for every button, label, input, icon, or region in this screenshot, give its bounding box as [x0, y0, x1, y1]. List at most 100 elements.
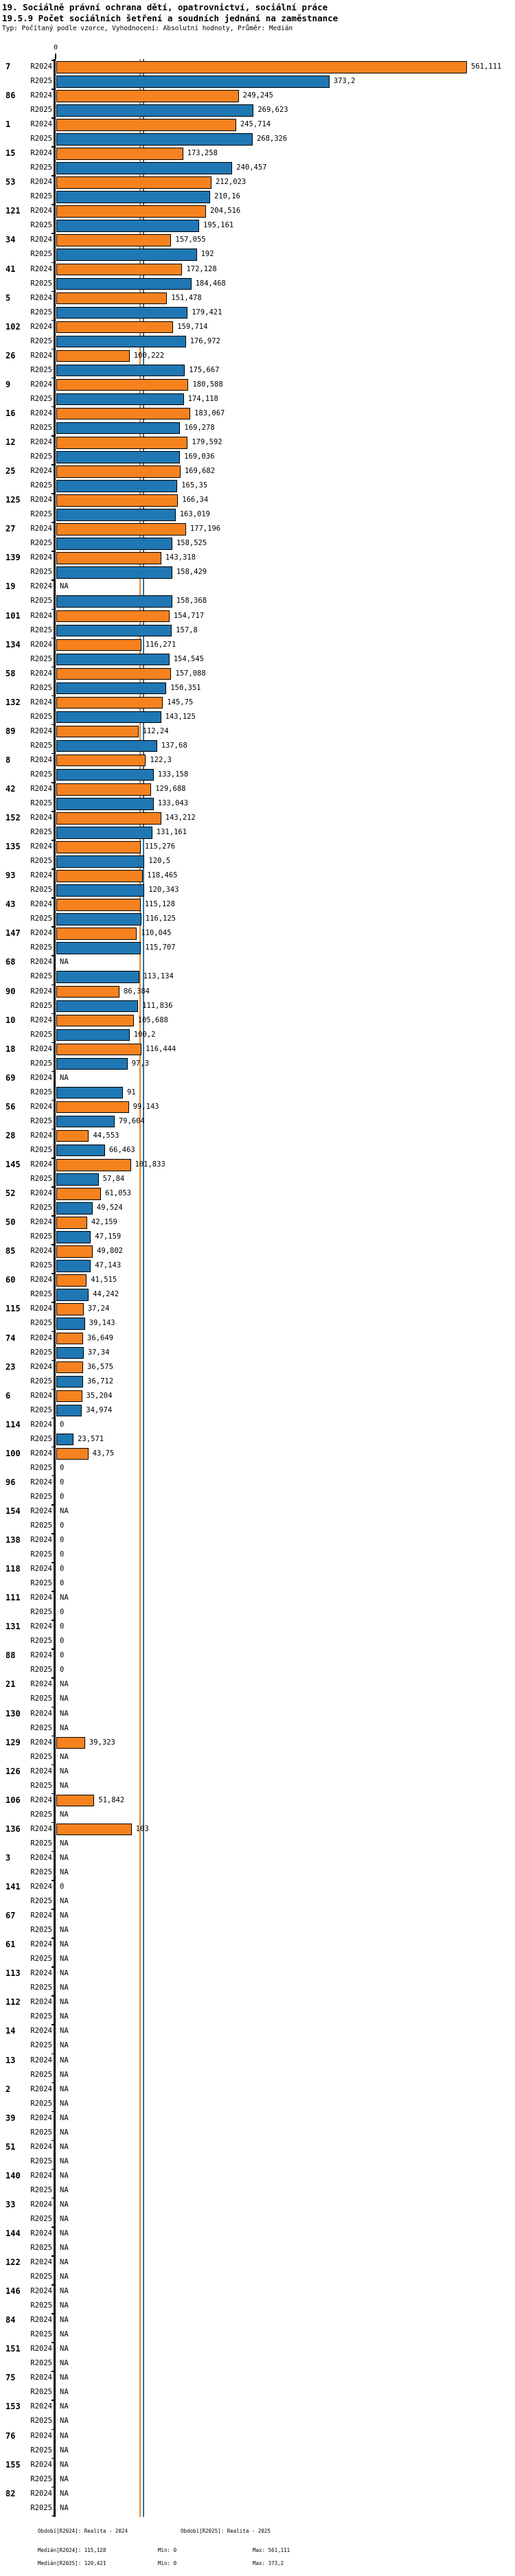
bar-r2025[interactable] — [56, 739, 157, 752]
bar-r2024[interactable] — [56, 1736, 85, 1749]
bar-r2024[interactable] — [56, 1274, 87, 1287]
bar-r2024[interactable] — [56, 378, 189, 391]
bar-r2025[interactable] — [56, 104, 254, 117]
bar-r2024[interactable] — [56, 985, 120, 998]
bar-r2024[interactable] — [56, 1101, 129, 1114]
bar-r2024[interactable] — [56, 90, 239, 102]
value-label-r2025: 47,159 — [95, 1232, 122, 1241]
bar-r2025[interactable] — [56, 249, 197, 261]
bar-r2025[interactable] — [56, 971, 139, 983]
bar-r2025[interactable] — [56, 364, 185, 377]
bar-r2025[interactable] — [56, 1202, 93, 1215]
bar-r2024[interactable] — [56, 234, 172, 246]
bar-r2024[interactable] — [56, 1794, 95, 1807]
bar-r2024[interactable] — [56, 725, 139, 738]
bar-r2024[interactable] — [56, 552, 161, 564]
bar-r2025[interactable] — [56, 624, 172, 637]
bar-r2025[interactable] — [56, 768, 154, 781]
bar-r2024[interactable] — [56, 523, 186, 536]
axis-tick — [52, 377, 56, 379]
bar-r2025[interactable] — [56, 1260, 91, 1272]
bar-r2024[interactable] — [56, 1159, 131, 1171]
bar-r2025[interactable] — [56, 538, 172, 550]
bar-r2024[interactable] — [56, 1014, 134, 1027]
bar-r2025[interactable] — [56, 1346, 84, 1359]
bar-r2025[interactable] — [56, 1086, 123, 1099]
bar-r2024[interactable] — [56, 1332, 84, 1345]
bar-r2024[interactable] — [56, 1361, 83, 1374]
bar-r2025[interactable] — [56, 1433, 74, 1446]
bar-r2024[interactable] — [56, 1188, 102, 1200]
bar-r2025[interactable] — [56, 393, 184, 406]
bar-r2024[interactable] — [56, 610, 170, 623]
bar-r2025[interactable] — [56, 1144, 105, 1157]
bar-r2024[interactable] — [56, 61, 467, 73]
bar-r2025[interactable] — [56, 1000, 139, 1013]
bar-r2024[interactable] — [56, 205, 206, 218]
bar-r2025[interactable] — [56, 798, 154, 810]
bar-r2024[interactable] — [56, 754, 146, 767]
bar-r2024[interactable] — [56, 812, 161, 825]
bar-r2024[interactable] — [56, 899, 141, 911]
bar-r2025[interactable] — [56, 1173, 99, 1186]
bar-r2024[interactable] — [56, 841, 141, 853]
bar-r2025[interactable] — [56, 422, 181, 435]
bar-r2024[interactable] — [56, 1447, 89, 1460]
bar-r2024[interactable] — [56, 1129, 89, 1142]
bar-r2024[interactable] — [56, 407, 191, 420]
bar-r2024[interactable] — [56, 148, 183, 160]
bar-r2025[interactable] — [56, 884, 145, 897]
bar-r2025[interactable] — [56, 566, 172, 579]
bar-r2025[interactable] — [56, 1231, 91, 1243]
bar-r2024[interactable] — [56, 321, 174, 334]
bar-r2025[interactable] — [56, 306, 188, 319]
bar-r2024[interactable] — [56, 1823, 132, 1836]
bar-r2024[interactable] — [56, 349, 130, 363]
bar-r2025[interactable] — [56, 711, 161, 724]
bar-r2025[interactable] — [56, 1404, 82, 1417]
bar-r2025[interactable] — [56, 1375, 84, 1388]
bar-r2024[interactable] — [56, 696, 163, 709]
bar-r2025[interactable] — [56, 1318, 85, 1330]
bar-r2025[interactable] — [56, 162, 233, 174]
bar-r2025[interactable] — [56, 133, 253, 146]
bar-r2024[interactable] — [56, 1303, 84, 1315]
bar-r2024[interactable] — [56, 292, 168, 305]
bar-r2025[interactable] — [56, 1289, 89, 1301]
bar-r2025[interactable] — [56, 827, 152, 839]
bar-r2024[interactable] — [56, 1390, 82, 1403]
bar-r2025[interactable] — [56, 595, 172, 608]
bar-r2025[interactable] — [56, 653, 170, 666]
bar-r2024[interactable] — [56, 667, 172, 680]
bar-r2025[interactable] — [56, 1028, 130, 1042]
bar-r2024[interactable] — [56, 176, 211, 189]
bar-r2024[interactable] — [56, 494, 179, 507]
bar-r2025[interactable] — [56, 942, 141, 954]
group-id-label: 33 — [5, 2199, 16, 2209]
bar-r2024[interactable] — [56, 928, 137, 940]
group-id-label: 8 — [5, 755, 11, 765]
bar-r2024[interactable] — [56, 870, 144, 882]
bar-r2025[interactable] — [56, 451, 181, 463]
bar-r2025[interactable] — [56, 76, 330, 88]
bar-r2025[interactable] — [56, 480, 178, 492]
bar-r2024[interactable] — [56, 1217, 87, 1229]
bar-r2024[interactable] — [56, 1043, 142, 1056]
bar-r2025[interactable] — [56, 335, 186, 348]
bar-r2024[interactable] — [56, 465, 181, 478]
bar-r2025[interactable] — [56, 191, 210, 203]
bar-r2024[interactable] — [56, 1245, 93, 1258]
bar-r2024[interactable] — [56, 639, 141, 652]
bar-r2024[interactable] — [56, 437, 188, 449]
bar-r2025[interactable] — [56, 277, 192, 290]
bar-r2025[interactable] — [56, 913, 141, 925]
bar-r2024[interactable] — [56, 263, 183, 276]
bar-r2025[interactable] — [56, 855, 145, 868]
bar-r2025[interactable] — [56, 1115, 115, 1128]
bar-r2025[interactable] — [56, 682, 167, 695]
bar-r2025[interactable] — [56, 1057, 128, 1070]
bar-r2024[interactable] — [56, 119, 236, 131]
bar-r2024[interactable] — [56, 783, 152, 796]
bar-r2025[interactable] — [56, 220, 199, 232]
bar-r2025[interactable] — [56, 509, 176, 521]
